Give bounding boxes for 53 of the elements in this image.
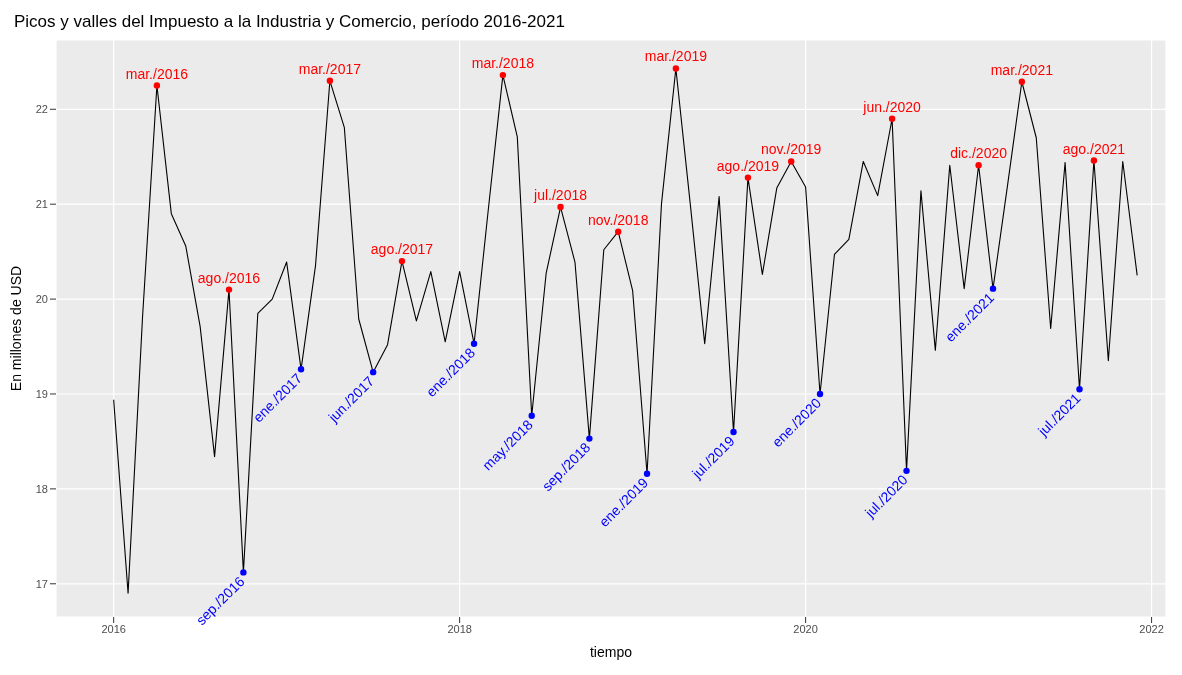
annotation: ago./2021	[1062, 140, 1126, 157]
point	[903, 467, 910, 475]
annotation: dic./2020	[950, 145, 1008, 162]
point	[672, 65, 680, 72]
point	[816, 390, 824, 398]
point	[240, 569, 247, 576]
point	[975, 162, 982, 169]
point	[297, 366, 305, 373]
point	[788, 158, 795, 165]
point	[586, 435, 593, 442]
x-tick-label: 2022	[1139, 622, 1164, 635]
point	[528, 412, 535, 420]
y-tick-label: 17	[35, 577, 48, 590]
x-tick-label: 2020	[793, 622, 818, 635]
point	[1018, 78, 1026, 85]
y-tick-label: 20	[35, 292, 48, 305]
annotation: ago./2019	[716, 157, 780, 174]
annotation: mar./2021	[990, 61, 1054, 78]
point	[326, 77, 334, 85]
annotation: jun./2020	[862, 98, 922, 115]
x-axis-title: tiempo	[589, 644, 633, 660]
point	[643, 470, 651, 477]
point	[730, 428, 737, 436]
point	[615, 228, 622, 235]
point	[470, 340, 478, 347]
annotation: nov./2018	[587, 211, 649, 228]
annotation: ago./2017	[370, 241, 434, 258]
x-tick-label: 2018	[447, 622, 472, 635]
point	[153, 82, 161, 89]
point	[744, 174, 752, 181]
point	[1076, 386, 1083, 393]
point	[989, 285, 997, 292]
point	[557, 203, 564, 211]
y-tick-label: 21	[35, 198, 48, 211]
annotation: nov./2019	[760, 141, 822, 158]
annotation: mar./2018	[471, 55, 535, 72]
x-tick-label: 2016	[101, 622, 126, 635]
y-tick-label: 22	[35, 103, 48, 116]
annotation: mar./2019	[644, 48, 708, 65]
point	[369, 368, 377, 376]
annotation: jul./2018	[533, 187, 588, 204]
point	[225, 286, 233, 293]
y-axis-title: En millones de USD	[7, 265, 24, 392]
annotation: mar./2016	[125, 65, 189, 82]
y-tick-label: 18	[35, 482, 48, 495]
point	[398, 257, 406, 265]
point	[888, 115, 896, 122]
point	[1090, 157, 1098, 164]
annotation: ago./2016	[197, 269, 261, 286]
annotation: mar./2017	[298, 60, 362, 77]
point	[499, 71, 507, 79]
y-tick-label: 19	[35, 387, 48, 400]
chart-title: Picos y valles del Impuesto a la Industria y Comercio, período 2016-2021	[14, 12, 565, 32]
